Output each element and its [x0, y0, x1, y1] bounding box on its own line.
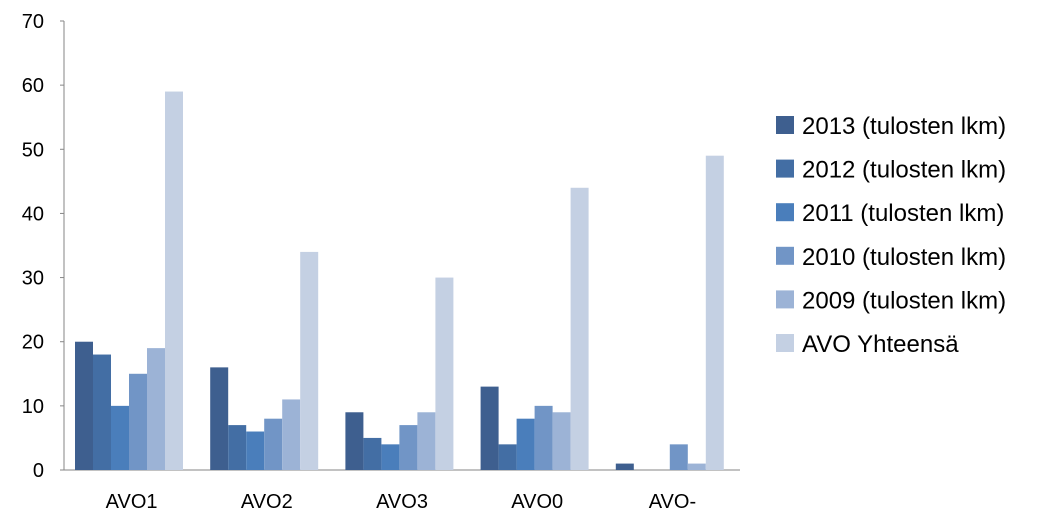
bar-avo-series-5: [705, 155, 724, 470]
bar-avo0-series-5: [570, 187, 589, 470]
legend-label: 2012 (tulosten lkm): [802, 157, 1006, 184]
bar-avo1-series-0: [75, 341, 93, 470]
legend-label: 2009 (tulosten lkm): [802, 287, 1006, 314]
legend-swatch: [776, 203, 794, 222]
legend-swatch: [776, 159, 794, 178]
bar-avo0-series-1: [498, 444, 517, 470]
legend-label: AVO Yhteensä: [802, 331, 959, 358]
bar-avo1-series-2: [111, 405, 129, 470]
bar-avo3-series-4: [417, 412, 436, 470]
bar-avo3-series-2: [381, 444, 400, 470]
bar-avo2-series-4: [282, 399, 301, 470]
bar-avo2-series-0: [210, 367, 229, 470]
y-tick-label: 20: [22, 332, 44, 354]
y-tick-label: 0: [33, 460, 44, 482]
x-tick-label: AVO0: [511, 491, 563, 513]
bar-avo-series-3: [669, 444, 688, 470]
bar-avo0-series-3: [534, 405, 553, 470]
bar-avo1-series-1: [93, 354, 111, 470]
y-tick-label: 60: [22, 75, 44, 97]
y-tick-label: 30: [22, 268, 44, 290]
bar-avo0-series-2: [516, 418, 535, 470]
x-tick-label: AVO1: [106, 491, 158, 513]
bar-avo-series-4: [687, 463, 706, 470]
y-tick-label: 10: [22, 396, 44, 418]
legend-label: 2010 (tulosten lkm): [802, 244, 1006, 271]
bar-avo3-series-0: [345, 412, 364, 470]
x-tick-label: AVO-: [649, 491, 696, 513]
y-tick-label: 70: [22, 11, 44, 33]
y-tick-label: 40: [22, 203, 44, 225]
bar-avo2-series-1: [228, 425, 247, 470]
bar-avo2-series-5: [300, 251, 319, 470]
bar-avo3-series-1: [363, 437, 382, 470]
bar-avo3-series-3: [399, 425, 418, 470]
bar-avo1-series-4: [147, 348, 165, 470]
bar-avo3-series-5: [435, 277, 454, 470]
bar-avo1-series-5: [165, 91, 183, 471]
x-tick-label: AVO3: [376, 491, 428, 513]
legend-label: 2013 (tulosten lkm): [802, 113, 1006, 140]
bar-avo-series-0: [615, 463, 634, 470]
legend-swatch: [776, 290, 794, 309]
legend-swatch: [776, 116, 794, 134]
bar-avo1-series-3: [129, 373, 147, 470]
bar-avo2-series-3: [264, 418, 283, 470]
bar-avo0-series-4: [552, 412, 571, 470]
bar-avo0-series-0: [480, 386, 499, 470]
x-tick-label: AVO2: [241, 491, 293, 513]
legend-swatch: [776, 246, 794, 265]
y-tick-label: 50: [22, 139, 44, 161]
legend-swatch: [776, 334, 794, 352]
legend-label: 2011 (tulosten lkm): [802, 200, 1004, 227]
bar-avo2-series-2: [246, 431, 265, 470]
